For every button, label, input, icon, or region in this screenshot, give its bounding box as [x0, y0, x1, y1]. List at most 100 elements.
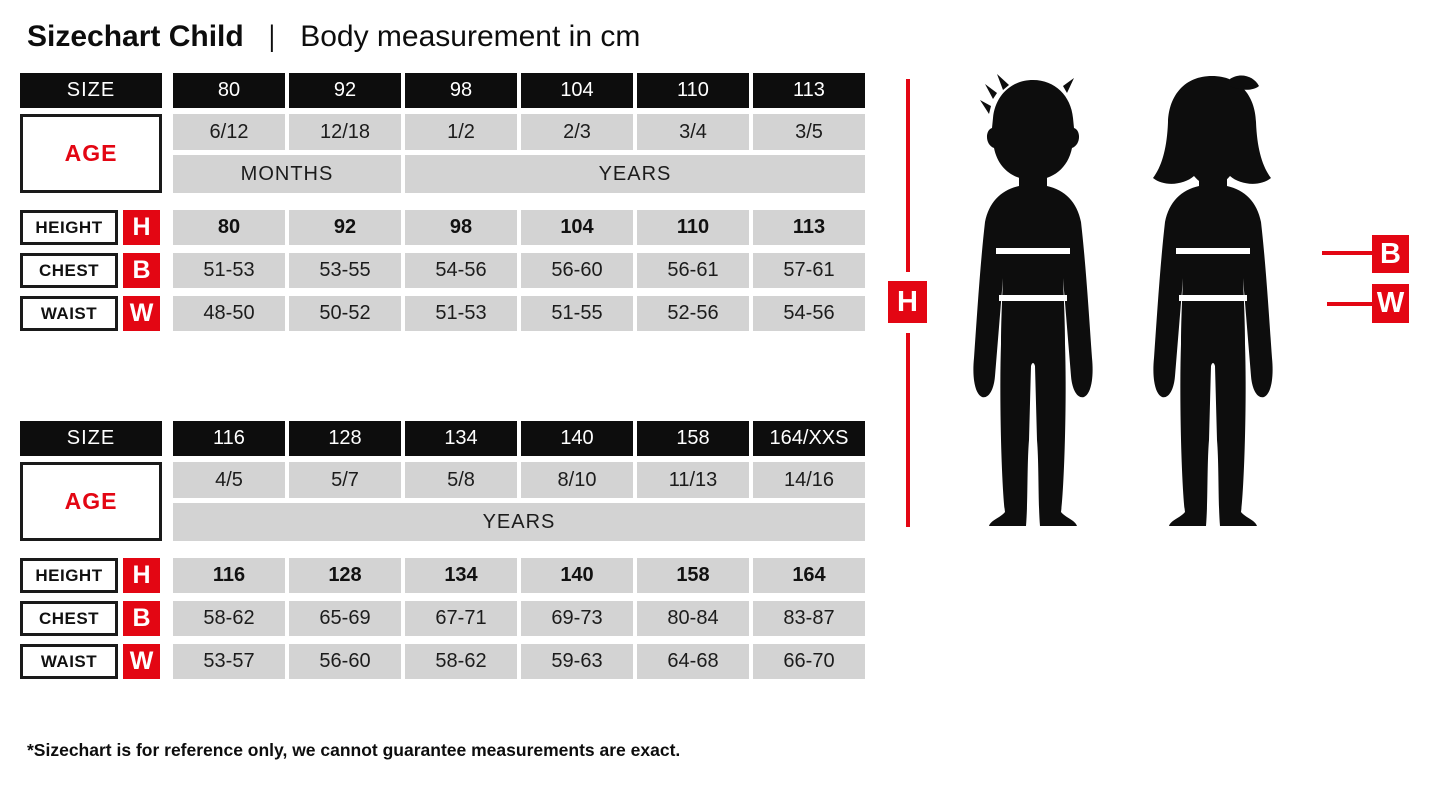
chest-measure-line [1322, 251, 1372, 255]
table-row-age-values: 6/12 12/18 1/2 2/3 3/4 3/5 [20, 114, 870, 150]
chest-cell: 58-62 [173, 601, 285, 636]
table-row-chest: CHEST B 58-62 65-69 67-71 69-73 80-84 83-87 [20, 601, 870, 636]
waist-cell: 58-62 [405, 644, 517, 679]
age-unit-cells: MONTHS YEARS [173, 155, 865, 193]
height-legend-badge: H [888, 281, 927, 323]
table-row-waist: WAIST W 53-57 56-60 58-62 59-63 64-68 66-70 [20, 644, 870, 679]
table-row-age-units: YEARS [20, 503, 870, 541]
waist-code-badge: W [123, 644, 160, 679]
waist-cell: 48-50 [173, 296, 285, 331]
size-row-label: SIZE [20, 421, 162, 456]
size-cell: 113 [753, 73, 865, 108]
age-cell: 2/3 [521, 114, 633, 150]
size-cell: 128 [289, 421, 401, 456]
size-cell: 164/XXS [753, 421, 865, 456]
age-cell: 12/18 [289, 114, 401, 150]
size-cell: 116 [173, 421, 285, 456]
height-cell: 116 [173, 558, 285, 593]
height-measure-line-bottom [906, 333, 910, 527]
chest-row-label: CHEST [20, 601, 118, 636]
age-cell: 14/16 [753, 462, 865, 498]
chest-cell: 80-84 [637, 601, 749, 636]
sizechart-table-large: SIZE 116 128 134 140 158 164/XXS AGE 4/5 5/7 5/… [20, 421, 870, 687]
height-cell: 113 [753, 210, 865, 245]
age-cell: 3/5 [753, 114, 865, 150]
waist-cell: 54-56 [753, 296, 865, 331]
girl-silhouette-icon [1124, 66, 1296, 528]
waist-cell: 56-60 [289, 644, 401, 679]
height-cell: 164 [753, 558, 865, 593]
age-row-label: AGE [20, 114, 162, 193]
age-cell: 4/5 [173, 462, 285, 498]
size-header-cells: 80 92 98 104 110 113 [173, 73, 865, 108]
chest-cell: 56-60 [521, 253, 633, 288]
page-title: Sizechart Child | Body measurement in cm [27, 20, 640, 54]
waist-legend-badge: W [1372, 284, 1409, 323]
chest-legend-badge: B [1372, 235, 1409, 273]
chest-cell: 65-69 [289, 601, 401, 636]
table-row-size: SIZE 80 92 98 104 110 113 [20, 73, 870, 108]
chest-cell: 54-56 [405, 253, 517, 288]
boy-silhouette-icon [947, 66, 1113, 528]
size-row-label: SIZE [20, 73, 162, 108]
girl-chest-band [1176, 248, 1250, 254]
age-cell: 6/12 [173, 114, 285, 150]
age-unit-years: YEARS [173, 503, 865, 541]
age-cell: 8/10 [521, 462, 633, 498]
chest-cell: 51-53 [173, 253, 285, 288]
height-measure-line-top [906, 79, 910, 272]
table-row-size: SIZE 116 128 134 140 158 164/XXS [20, 421, 870, 456]
chest-cell: 69-73 [521, 601, 633, 636]
size-header-cells: 116 128 134 140 158 164/XXS [173, 421, 865, 456]
chest-cell: 67-71 [405, 601, 517, 636]
height-cell: 98 [405, 210, 517, 245]
height-cell: 80 [173, 210, 285, 245]
waist-cell: 53-57 [173, 644, 285, 679]
size-cell: 140 [521, 421, 633, 456]
size-cell: 98 [405, 73, 517, 108]
waist-measure-line [1327, 302, 1372, 306]
table-row-age-units: MONTHS YEARS [20, 155, 870, 193]
size-cell: 80 [173, 73, 285, 108]
size-cell: 158 [637, 421, 749, 456]
age-unit-months: MONTHS [173, 155, 401, 193]
table-row-waist: WAIST W 48-50 50-52 51-53 51-55 52-56 54-56 [20, 296, 870, 331]
chest-cell: 53-55 [289, 253, 401, 288]
waist-cell: 59-63 [521, 644, 633, 679]
size-cell: 92 [289, 73, 401, 108]
table-row-height: HEIGHT H 116 128 134 140 158 164 [20, 558, 870, 593]
waist-cell: 66-70 [753, 644, 865, 679]
table-row-age-values: 4/5 5/7 5/8 8/10 11/13 14/16 [20, 462, 870, 498]
height-cell: 104 [521, 210, 633, 245]
waist-row-label: WAIST [20, 296, 118, 331]
boy-chest-band [996, 248, 1070, 254]
page-title-main: Sizechart Child [27, 20, 244, 53]
waist-cell: 52-56 [637, 296, 749, 331]
waist-cell: 51-55 [521, 296, 633, 331]
age-cell: 5/7 [289, 462, 401, 498]
chest-cell: 57-61 [753, 253, 865, 288]
age-cell: 5/8 [405, 462, 517, 498]
age-cell: 1/2 [405, 114, 517, 150]
height-cells: 116 128 134 140 158 164 [173, 558, 865, 593]
age-row-label: AGE [20, 462, 162, 541]
height-cell: 128 [289, 558, 401, 593]
footnote: *Sizechart is for reference only, we can… [27, 740, 681, 760]
size-cell: 110 [637, 73, 749, 108]
chest-code-badge: B [123, 253, 160, 288]
waist-cells: 53-57 56-60 58-62 59-63 64-68 66-70 [173, 644, 865, 679]
waist-cell: 64-68 [637, 644, 749, 679]
age-value-cells: 6/12 12/18 1/2 2/3 3/4 3/5 [173, 114, 865, 150]
height-row-label: HEIGHT [20, 558, 118, 593]
age-block: AGE 4/5 5/7 5/8 8/10 11/13 14/16 YEARS [20, 462, 870, 541]
age-cell: 3/4 [637, 114, 749, 150]
chest-code-badge: B [123, 601, 160, 636]
title-separator: | [268, 20, 276, 53]
page-title-subtitle: Body measurement in cm [300, 20, 641, 53]
age-cell: 11/13 [637, 462, 749, 498]
chest-cell: 83-87 [753, 601, 865, 636]
chest-cells: 58-62 65-69 67-71 69-73 80-84 83-87 [173, 601, 865, 636]
chest-cells: 51-53 53-55 54-56 56-60 56-61 57-61 [173, 253, 865, 288]
size-cell: 104 [521, 73, 633, 108]
waist-cell: 51-53 [405, 296, 517, 331]
